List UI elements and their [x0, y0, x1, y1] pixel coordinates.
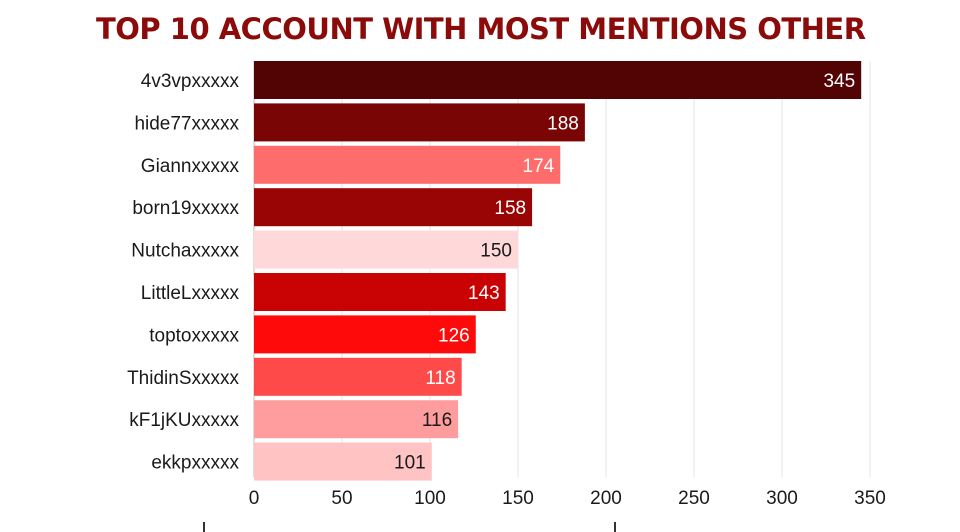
bar [254, 442, 432, 481]
cropped-mark-left [203, 522, 205, 532]
x-tick-label: 250 [678, 488, 710, 509]
bar [254, 61, 862, 99]
bar [254, 315, 476, 354]
category-label: born19xxxxx [132, 198, 239, 219]
bar [254, 145, 561, 184]
category-label: kF1jKUxxxxx [129, 410, 239, 431]
x-tick-label: 150 [502, 488, 534, 509]
x-tick-label: 0 [249, 488, 260, 509]
value-label: 158 [494, 198, 526, 219]
value-label: 345 [823, 71, 855, 92]
value-label: 150 [480, 241, 512, 262]
value-label: 143 [468, 283, 500, 304]
cropped-mark-right [614, 522, 616, 532]
category-label: hide77xxxxx [134, 113, 239, 134]
value-labels: 345 188 174 158 150 143 126 118 116 101 [394, 71, 855, 474]
chart-title: TOP 10 ACCOUNT WITH MOST MENTIONS OTHER [96, 12, 866, 46]
category-label: 4v3vpxxxxx [141, 71, 240, 92]
category-label: Nutchaxxxxx [131, 241, 239, 262]
bar [254, 188, 533, 227]
bar [254, 230, 518, 269]
value-label: 116 [422, 410, 452, 431]
value-label: 174 [523, 156, 555, 177]
x-tick-label: 300 [766, 488, 798, 509]
x-tick-label: 200 [590, 488, 622, 509]
value-label: 101 [394, 453, 426, 474]
value-label: 126 [438, 325, 470, 346]
x-tick-label: 100 [414, 488, 446, 509]
category-label: ThidinSxxxxx [127, 368, 239, 389]
bar [254, 273, 506, 311]
x-axis-ticks: 0 50 100 150 200 250 300 350 [249, 488, 886, 509]
bars [254, 61, 862, 481]
bar [254, 400, 459, 439]
category-label: Giannxxxxx [141, 156, 240, 177]
x-tick-label: 50 [331, 488, 352, 509]
category-labels: 4v3vpxxxxx hide77xxxxx Giannxxxxx born19xxx… [127, 71, 239, 474]
value-label: 188 [547, 113, 579, 134]
bar [254, 357, 462, 396]
category-label: toptoxxxxx [149, 325, 239, 346]
x-tick-label: 350 [854, 488, 886, 509]
category-label: LittleLxxxxx [141, 283, 240, 304]
category-label: ekkpxxxxx [151, 453, 239, 474]
value-label: 118 [425, 368, 455, 389]
bar [254, 103, 585, 142]
